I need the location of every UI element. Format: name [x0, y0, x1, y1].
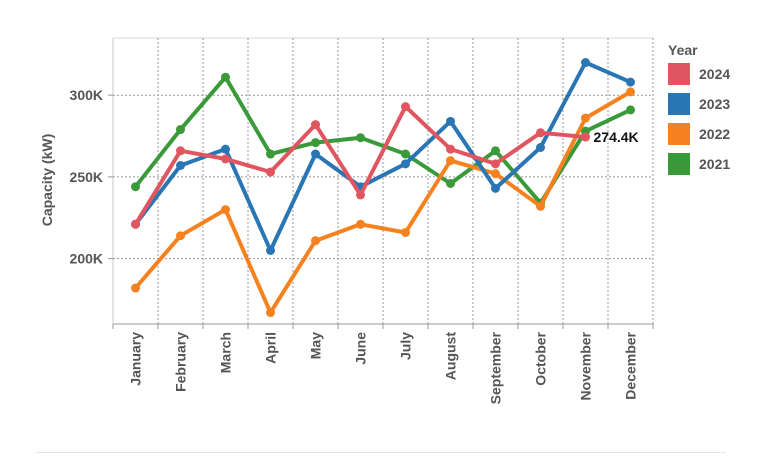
data-point-2021 [266, 149, 275, 159]
data-point-2021 [221, 72, 230, 82]
series-2022 [131, 87, 635, 318]
data-point-2023 [221, 144, 230, 154]
data-point-2023 [176, 160, 185, 170]
legend-label-2021: 2021 [699, 156, 730, 172]
legend-label-2022: 2022 [699, 126, 730, 142]
y-tick-label: 250K [70, 169, 103, 185]
grid-layer [112, 37, 654, 324]
data-point-2024 [311, 120, 320, 130]
y-tick-label: 200K [70, 251, 103, 267]
y-axis-title: Capacity (kW) [39, 134, 55, 227]
legend-swatch-2024 [668, 63, 690, 85]
legend-label-2023: 2023 [699, 96, 730, 112]
x-tick-label: September [488, 331, 504, 404]
data-point-2022 [401, 227, 410, 237]
data-point-2023 [536, 142, 545, 152]
data-point-2022 [311, 236, 320, 246]
data-point-2022 [626, 87, 635, 97]
data-point-2022 [536, 201, 545, 211]
x-tick-label: May [308, 332, 324, 359]
legend-label-2024: 2024 [699, 66, 730, 82]
x-tick-label: January [128, 332, 144, 386]
data-point-2024 [446, 144, 455, 154]
data-point-2023 [401, 159, 410, 169]
series-line-2021 [133, 75, 633, 206]
data-point-2022 [221, 205, 230, 215]
y-tick-label: 300K [70, 87, 103, 103]
data-point-2024 [536, 128, 545, 138]
data-point-2022 [446, 156, 455, 166]
data-point-2023 [311, 149, 320, 159]
data-point-2021 [356, 133, 365, 143]
data-point-2022 [356, 219, 365, 229]
data-point-2023 [626, 77, 635, 87]
x-tick-label: July [398, 332, 414, 360]
legend-swatch-2021 [668, 153, 690, 175]
axes-layer: 200K 250K 300K January February March April May… [70, 87, 654, 404]
data-point-2024 [176, 146, 185, 156]
data-point-2021 [311, 138, 320, 148]
data-point-2021 [626, 105, 635, 115]
data-point-2022 [176, 231, 185, 241]
data-label: 274.4K [594, 129, 639, 145]
data-point-2024 [581, 132, 590, 142]
series-layer: 274.4K [131, 58, 639, 318]
data-point-2022 [581, 113, 590, 123]
data-point-2024 [131, 219, 140, 229]
data-point-2022 [266, 308, 275, 318]
data-point-2023 [266, 245, 275, 255]
x-tick-label: February [173, 332, 189, 392]
data-point-2024 [266, 167, 275, 177]
legend-title: Year [668, 42, 698, 58]
legend-swatch-2022 [668, 123, 690, 145]
data-point-2022 [131, 283, 140, 293]
x-tick-label: June [353, 332, 369, 365]
data-point-2024 [356, 190, 365, 200]
data-point-2021 [401, 149, 410, 159]
x-tick-label: March [218, 332, 234, 373]
data-point-2023 [581, 58, 590, 68]
data-point-2022 [491, 169, 500, 179]
data-point-2024 [221, 154, 230, 164]
data-point-2024 [401, 102, 410, 112]
data-point-2021 [491, 146, 500, 156]
legend: 2024 2023 2022 2021 [668, 63, 730, 175]
data-point-2024 [491, 159, 500, 169]
x-tick-label: December [623, 331, 639, 399]
series-line-2022 [133, 89, 633, 315]
x-tick-label: August [443, 332, 459, 381]
x-tick-label: November [578, 331, 594, 400]
data-point-2021 [176, 125, 185, 135]
data-point-2023 [491, 183, 500, 193]
series-2024 [131, 102, 590, 229]
data-point-2023 [446, 116, 455, 126]
legend-swatch-2023 [668, 93, 690, 115]
bottom-divider [36, 452, 726, 453]
x-tick-label: April [263, 332, 279, 364]
data-point-2021 [131, 182, 140, 192]
data-point-2021 [446, 178, 455, 188]
x-tick-label: October [533, 331, 549, 385]
